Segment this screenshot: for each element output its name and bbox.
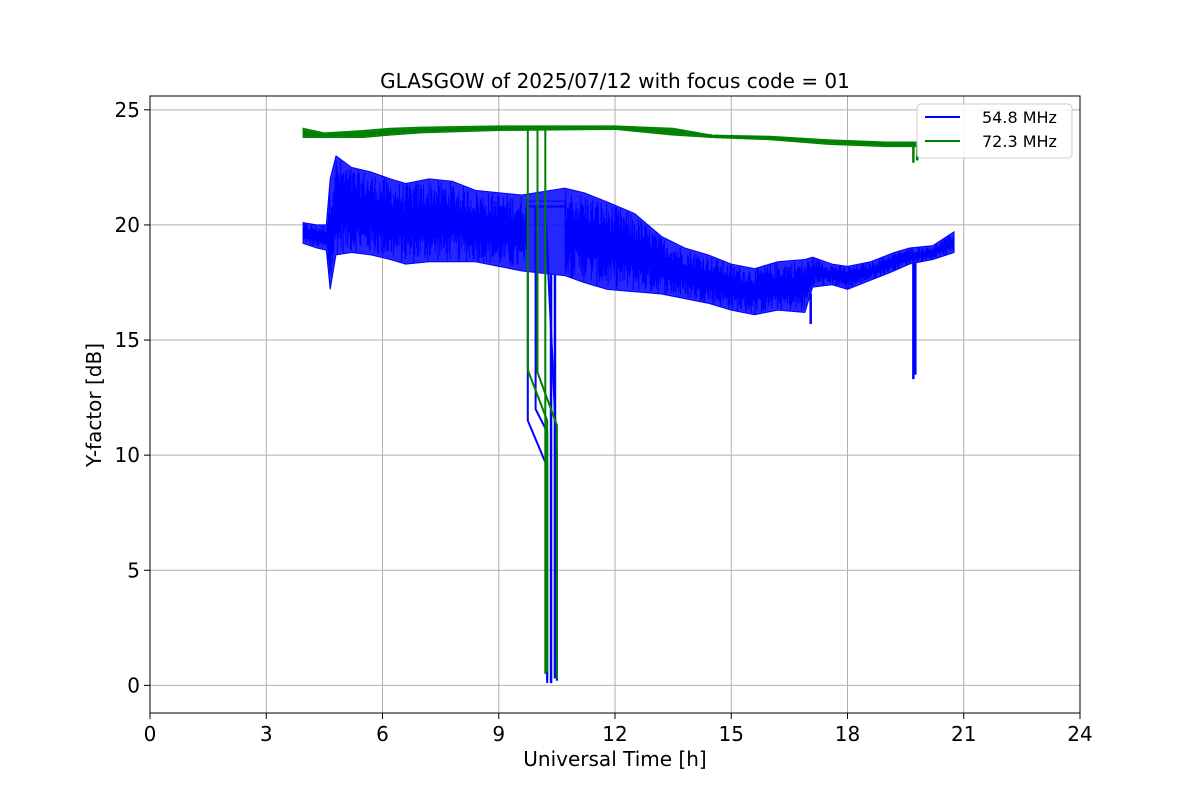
y-tick-label-4: 20 (115, 213, 140, 237)
y-tick-label-5: 25 (115, 98, 140, 122)
x-tick-label-7: 21 (951, 722, 976, 746)
x-tick-label-1: 3 (260, 722, 273, 746)
x-tick-label-6: 18 (835, 722, 860, 746)
y-tick-label-2: 10 (115, 443, 140, 467)
y-tick-label-3: 15 (115, 328, 140, 352)
series-72-3-mhz-trace (302, 125, 918, 148)
series-54-8-mhz (302, 155, 955, 684)
x-tick-label-4: 12 (602, 722, 627, 746)
legend[interactable]: 54.8 MHz 72.3 MHz (916, 103, 1073, 159)
y-tick-label-0: 0 (127, 673, 140, 697)
x-tick-label-3: 9 (492, 722, 505, 746)
y-axis-ticks: 0 5 10 15 20 25 (115, 98, 150, 697)
y-axis-label: Y-factor [dB] (82, 343, 106, 468)
chart-title: GLASGOW of 2025/07/12 with focus code = … (380, 69, 850, 93)
series-54-8-mhz-trace (302, 160, 955, 314)
x-axis-label: Universal Time [h] (523, 747, 706, 771)
series-layer (302, 125, 955, 684)
legend-label-54-8-mhz: 54.8 MHz (982, 108, 1057, 127)
grid (149, 96, 1081, 713)
x-tick-label-8: 24 (1067, 722, 1092, 746)
x-tick-label-2: 6 (376, 722, 389, 746)
y-tick-label-1: 5 (127, 558, 140, 582)
legend-label-72-3-mhz: 72.3 MHz (982, 132, 1057, 151)
series-72-3-mhz (302, 125, 919, 679)
series-72-3-mhz-dropout-0 (526, 125, 549, 672)
x-tick-label-0: 0 (144, 722, 157, 746)
series-72-3-mhz-dropout-1 (536, 125, 558, 679)
x-axis-ticks: 0 3 6 9 12 15 18 21 24 (144, 713, 1093, 746)
x-tick-label-5: 15 (719, 722, 744, 746)
